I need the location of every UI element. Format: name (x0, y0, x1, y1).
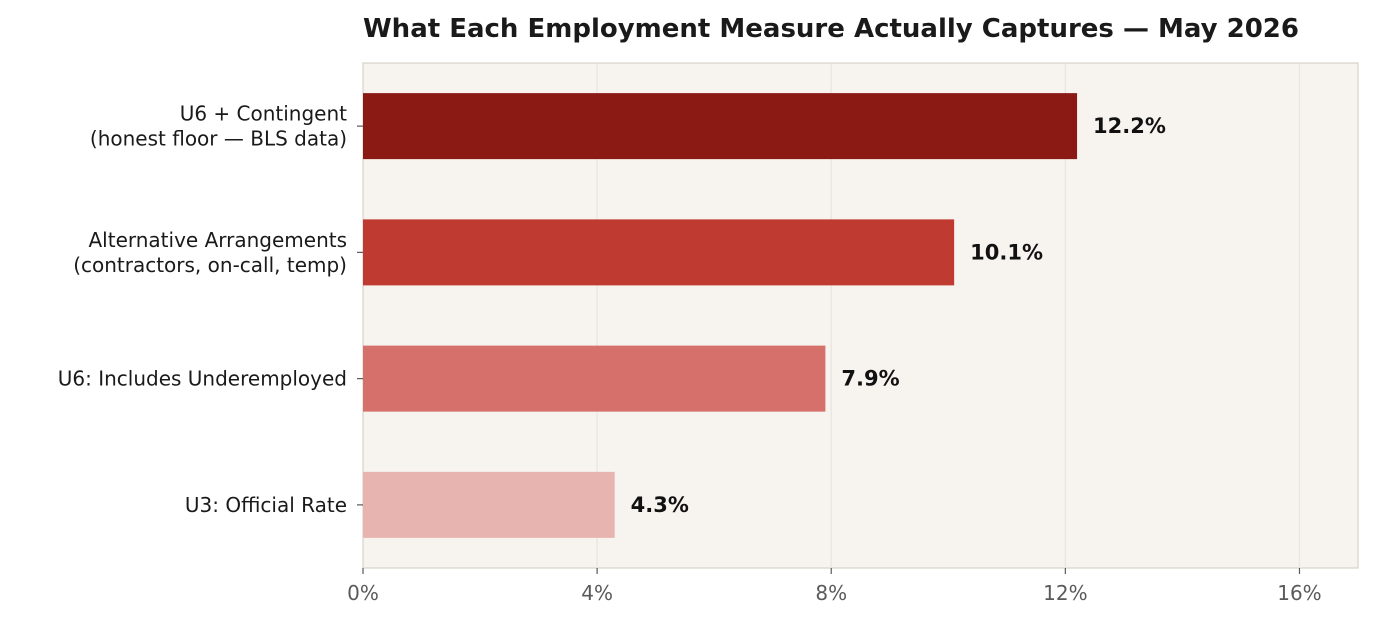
bar (363, 345, 826, 412)
y-category-label: U6 + Contingent (180, 102, 347, 126)
x-tick-label: 0% (347, 581, 379, 605)
x-tick-label: 4% (581, 581, 613, 605)
y-category-label: (contractors, on-call, temp) (73, 253, 347, 277)
x-tick-label: 8% (815, 581, 847, 605)
bars (363, 93, 1078, 538)
x-tick-label: 12% (1043, 581, 1087, 605)
data-label: 7.9% (841, 367, 899, 391)
y-category-label: (honest floor — BLS data) (90, 127, 347, 151)
bar (363, 219, 955, 286)
y-category-label: U6: Includes Underemployed (58, 367, 347, 391)
data-label: 4.3% (631, 493, 689, 517)
x-tick-label: 16% (1277, 581, 1321, 605)
chart-title: What Each Employment Measure Actually Ca… (363, 14, 1299, 44)
axes (357, 125, 1301, 574)
y-category-label: Alternative Arrangements (88, 228, 347, 252)
labels: 12.2% 10.1% 7.9% 4.3% 0% 4% 8% 12% 16% U6 + Conti… (58, 102, 1322, 605)
bar (363, 471, 615, 538)
bar (363, 93, 1078, 160)
data-label: 10.1% (970, 240, 1043, 264)
data-label: 12.2% (1093, 114, 1166, 138)
y-category-label: U3: Official Rate (185, 493, 347, 517)
